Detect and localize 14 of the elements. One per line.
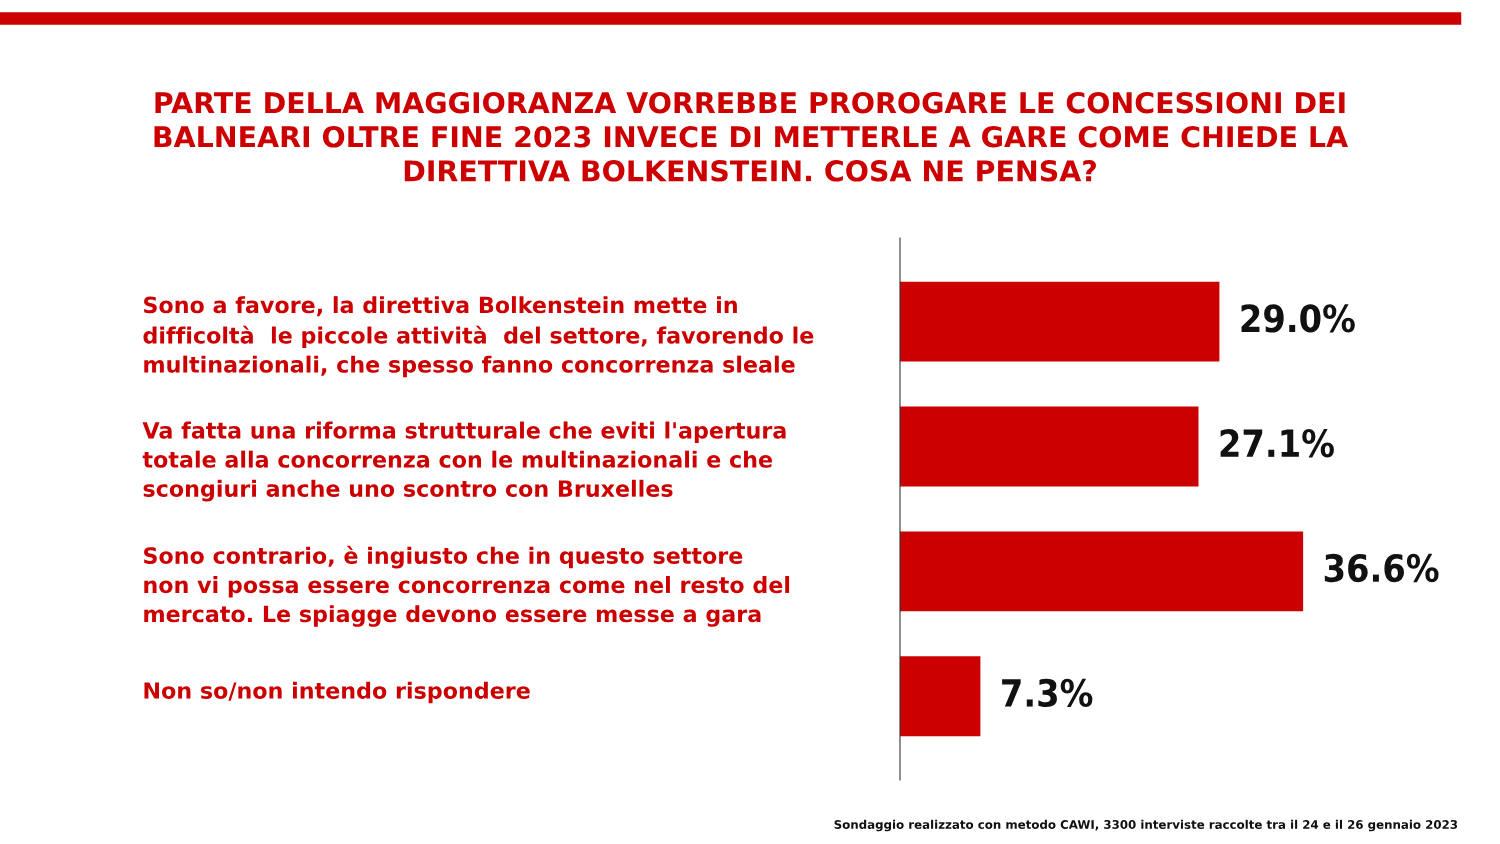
chart-title: PARTE DELLA MAGGIORANZA VORREBBE PROROGARE LE CONCESSIONI DEI BALNEARI OLTRE FINE 2023 INVECE DI METTERLE A GARE COME CHIEDE LA DIRETTIVA BOLKENSTEIN. COSA NE PENSA?	[154, 91, 1348, 182]
data-label: 27.1%	[1220, 429, 1334, 458]
data-label: 36.6%	[1324, 553, 1439, 583]
data-label: 7.3%	[1002, 678, 1093, 708]
y-tick-label: Non so/non intendo rispondere	[144, 681, 530, 704]
y-tick-label: Sono a favore, la direttiva Bolkenstein mette in difficoltà le piccole attività del settore, favorendo le multinazionali, che spesso fanno concorrenza sleale	[143, 296, 814, 378]
y-tick-label: Va fatta una riforma strutturale che eviti l'apertura totale alla concorrenza con le multinazionali e che scongiuri anche uno scontro con Bruxelles	[142, 421, 786, 502]
bar	[900, 281, 1220, 362]
bar	[900, 406, 1199, 487]
bar	[900, 531, 1304, 612]
y-tick-label: Sono contrario, è ingiusto che in questo settore non vi possa essere concorrenza come nel resto del mercato. Le spiagge devono essere messe a gara	[144, 545, 790, 627]
text: Sondaggio realizzato con metodo CAWI, 3300 interviste raccolte tra il 24 e il 26 gennaio 2023	[834, 819, 1458, 832]
data-label: 29.0%	[1241, 304, 1355, 333]
bar	[900, 656, 981, 737]
